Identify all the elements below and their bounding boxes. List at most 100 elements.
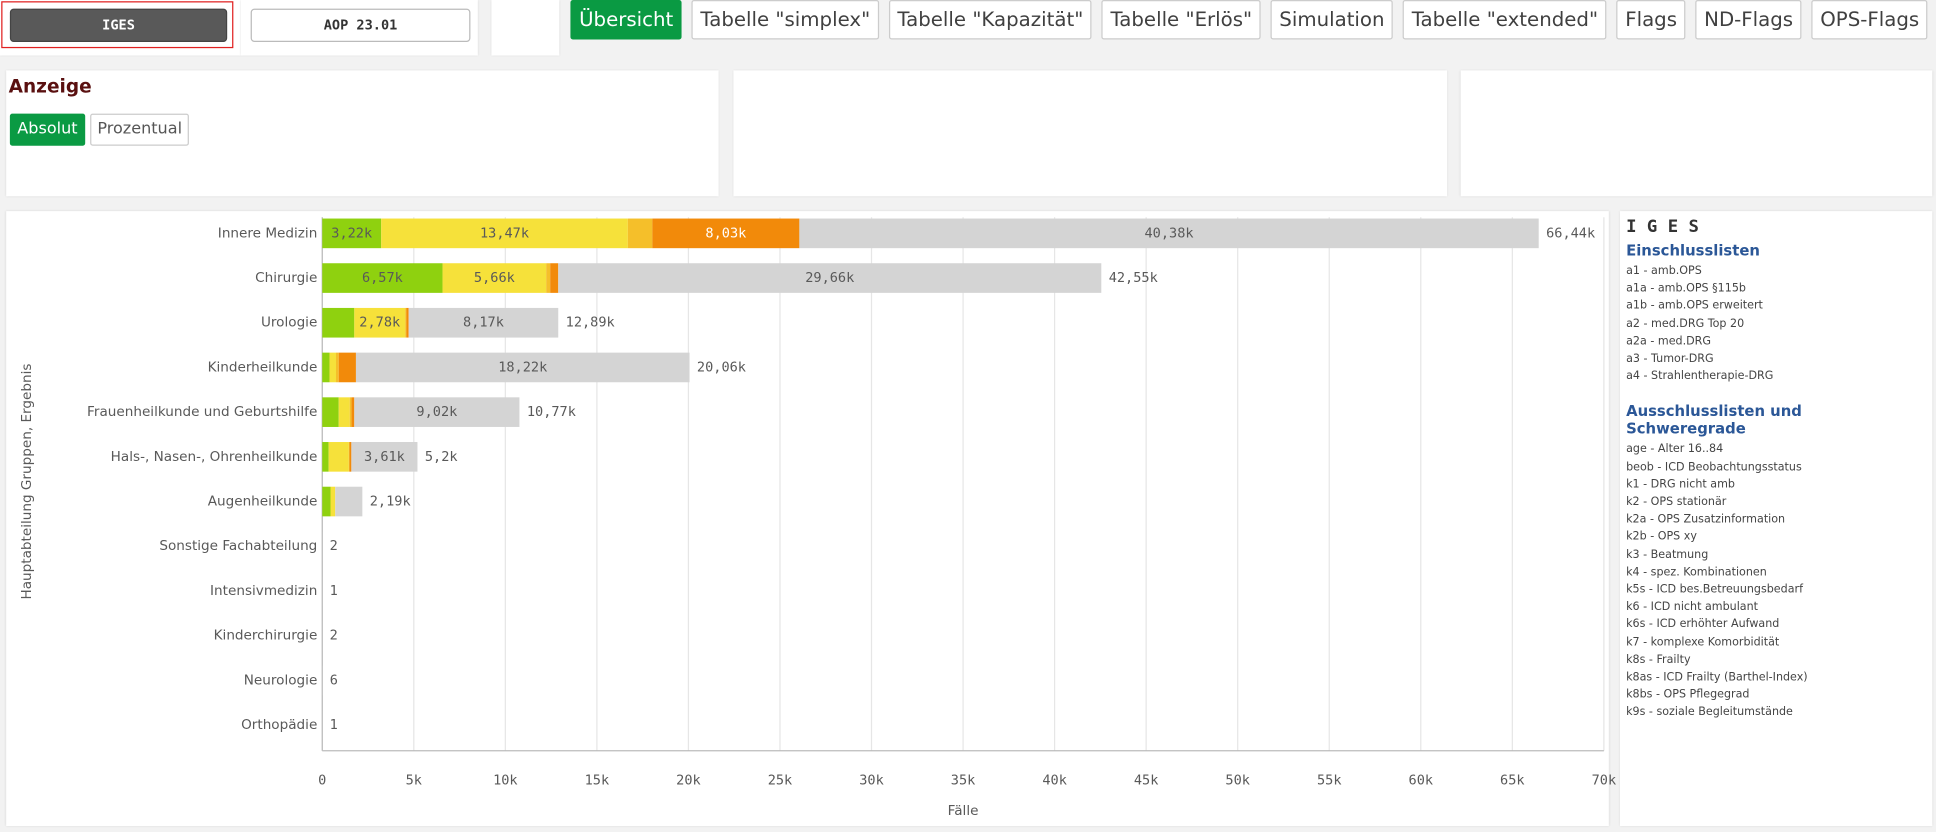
data-label: 6,57k xyxy=(362,270,403,286)
tab[interactable]: Übersicht xyxy=(570,0,682,40)
panel xyxy=(733,70,1448,197)
data-label: 3,61k xyxy=(364,449,405,465)
x-tick-label: 45k xyxy=(1134,772,1159,788)
list-item: k1 - DRG nicht amb xyxy=(1626,478,1735,492)
y-axis-title: Hauptabteilung Gruppen, Ergebnis xyxy=(19,364,35,600)
info-title: I G E S xyxy=(1626,217,1699,238)
x-tick-label: 35k xyxy=(951,772,976,788)
list-item: a4 - Strahlentherapie-DRG xyxy=(1626,370,1774,384)
tab[interactable]: ND-Flags xyxy=(1695,0,1802,40)
bar-segment xyxy=(351,397,355,427)
bar-segment xyxy=(322,263,443,293)
y-tick-label: Kinderchirurgie xyxy=(214,628,318,644)
filter-option[interactable]: Prozentual xyxy=(89,113,190,146)
list-item: a2 - med.DRG Top 20 xyxy=(1626,318,1745,331)
data-label: 8,17k xyxy=(463,315,504,331)
list-item: a1b - amb.OPS erweitert xyxy=(1626,300,1763,313)
y-tick-label: Chirurgie xyxy=(255,270,317,286)
total-label: 10,77k xyxy=(527,404,576,420)
data-label: 5,66k xyxy=(474,270,515,286)
total-label: 5,2k xyxy=(425,449,458,465)
bar-segment xyxy=(322,442,329,472)
list-item: a3 - Tumor-DRG xyxy=(1626,353,1714,366)
y-tick-label: Innere Medizin xyxy=(218,225,318,241)
y-tick-label: Frauenheilkunde und Geburtshilfe xyxy=(87,404,317,420)
bar-segment xyxy=(330,486,336,517)
data-label: 3,22k xyxy=(331,225,372,241)
bar-segment xyxy=(558,263,1102,293)
bar-segment xyxy=(349,397,352,427)
list-item: a2a - med.DRG xyxy=(1626,335,1712,348)
button[interactable]: AOP 23.01 xyxy=(250,8,471,42)
bar-segment xyxy=(329,352,336,383)
total-label: 66,44k xyxy=(1546,225,1595,241)
list-item: k6s - ICD erhöhter Aufwand xyxy=(1626,619,1780,632)
y-tick-label: Kinderheilkunde xyxy=(208,359,318,375)
section-heading: Ausschlusslisten und Schweregrade xyxy=(1626,403,1802,438)
bar-segment xyxy=(799,218,1539,249)
tab[interactable]: OPS-Flags xyxy=(1811,0,1928,40)
list-item: k2 - OPS stationär xyxy=(1626,496,1727,509)
bar-segment xyxy=(349,442,352,472)
button[interactable]: IGES xyxy=(9,8,228,42)
x-tick-label: 55k xyxy=(1317,772,1342,788)
bar-segment xyxy=(322,486,331,517)
total-label: 2 xyxy=(330,628,338,644)
filter-option[interactable]: Absolut xyxy=(9,113,85,146)
info-list: I G E S Einschlusslisten a1 - amb.OPS a1a -… xyxy=(1626,217,1922,722)
bar-segment xyxy=(354,397,520,427)
x-tick-label: 15k xyxy=(585,772,610,788)
tab-bar: Übersicht Tabelle "simplex" Tabelle "Kapaz… xyxy=(570,0,1928,40)
data-label: 40,38k xyxy=(1145,225,1194,241)
list-item: k2b - OPS xy xyxy=(1626,531,1697,544)
bar-segment xyxy=(322,218,382,249)
bar-segment xyxy=(442,263,547,293)
bar-segment xyxy=(328,442,349,472)
bar-segment xyxy=(338,397,350,427)
list-item: k8s - Frailty xyxy=(1626,654,1691,667)
bar-segment xyxy=(322,307,355,338)
bar-segment xyxy=(335,352,339,383)
bar-segment xyxy=(652,218,800,249)
data-label: 13,47k xyxy=(480,225,529,241)
total-label: 6 xyxy=(330,672,338,688)
tab[interactable]: Simulation xyxy=(1270,0,1394,40)
bar-segment xyxy=(546,263,551,293)
tab[interactable]: Tabelle "extended" xyxy=(1403,0,1607,40)
list-item: a1 - amb.OPS xyxy=(1626,265,1702,278)
section-heading: Einschlusslisten xyxy=(1626,242,1760,260)
data-label: 9,02k xyxy=(416,404,457,420)
x-axis-title: Fälle xyxy=(948,803,979,819)
bar-segment xyxy=(338,352,356,383)
data-label: 2,78k xyxy=(359,315,400,331)
x-tick-label: 65k xyxy=(1500,772,1525,788)
x-tick-label: 0 xyxy=(318,772,326,788)
total-label: 1 xyxy=(330,583,338,599)
bar-segment xyxy=(406,307,409,338)
list-item: age - Alter 16..84 xyxy=(1626,443,1724,457)
total-label: 2,19k xyxy=(370,494,411,510)
total-label: 20,06k xyxy=(697,359,746,375)
list-item: beob - ICD Beobachtungsstatus xyxy=(1626,461,1802,474)
filter-title: Anzeige xyxy=(8,75,92,98)
bar-segment xyxy=(351,442,418,472)
total-label: 1 xyxy=(330,717,338,733)
data-label: 18,22k xyxy=(498,359,547,375)
bar-segment xyxy=(348,442,350,472)
bar-segment xyxy=(355,352,690,383)
total-label: 2 xyxy=(330,538,338,554)
bar-segment xyxy=(381,218,628,249)
data-label: 29,66k xyxy=(805,270,854,286)
list-item: k4 - spez. Kombinationen xyxy=(1626,566,1767,579)
tab[interactable]: Tabelle "simplex" xyxy=(691,0,879,40)
tab[interactable]: Tabelle "Kapazität" xyxy=(888,0,1092,40)
bar-segment xyxy=(322,352,330,383)
list-item: a1a - amb.OPS §115b xyxy=(1626,282,1746,296)
tab[interactable]: Flags xyxy=(1616,0,1686,40)
bar-segment xyxy=(405,307,407,338)
x-tick-label: 25k xyxy=(768,772,793,788)
legend-panel xyxy=(1619,211,1933,827)
tab[interactable]: Tabelle "Erlös" xyxy=(1101,0,1261,40)
